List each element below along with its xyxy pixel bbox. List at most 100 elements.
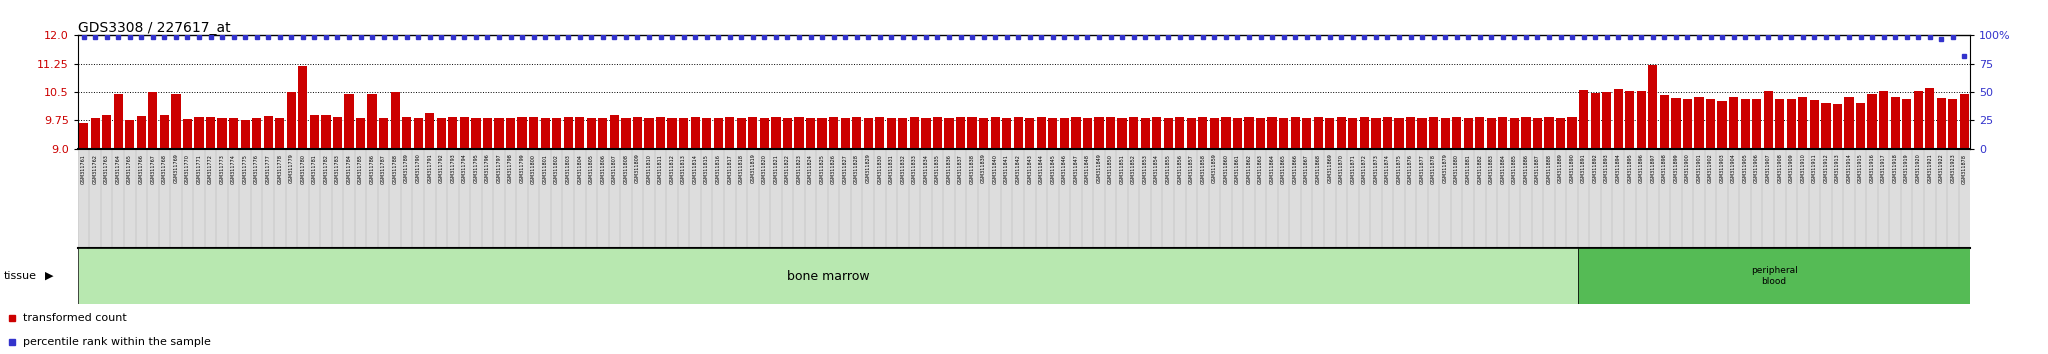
Text: GSM311864: GSM311864 [1270,154,1274,183]
Text: GSM311861: GSM311861 [1235,154,1239,183]
Bar [1903,99,1911,149]
Text: GSM311766: GSM311766 [139,154,143,183]
Bar [379,118,389,149]
Bar [1694,97,1704,149]
Bar [1141,118,1149,149]
Text: GSM311799: GSM311799 [520,154,524,183]
Bar [610,115,618,149]
Text: GSM311917: GSM311917 [1882,154,1886,183]
Text: GSM311762: GSM311762 [92,154,98,183]
Text: GSM311771: GSM311771 [197,154,201,183]
Text: GSM311824: GSM311824 [809,154,813,183]
Bar [1290,117,1300,149]
Bar [864,118,872,149]
Text: GSM311794: GSM311794 [463,154,467,183]
Bar [1499,116,1507,149]
Bar [1579,90,1589,149]
Text: GSM311912: GSM311912 [1823,154,1829,183]
Bar [367,94,377,149]
Bar [1532,118,1542,149]
Text: GSM311781: GSM311781 [311,154,317,183]
Text: GSM311789: GSM311789 [403,154,410,183]
Text: GSM311765: GSM311765 [127,154,133,183]
Text: GSM311900: GSM311900 [1686,154,1690,183]
Bar [795,117,803,149]
Bar [737,118,745,149]
Bar [401,116,412,149]
Text: GSM311919: GSM311919 [1905,154,1909,183]
Text: GSM311795: GSM311795 [473,154,479,183]
Bar [1049,118,1057,149]
Bar [391,92,399,149]
Bar [274,118,285,149]
Bar [817,118,827,149]
Bar [1960,94,1968,149]
Bar [1118,118,1126,149]
Text: GSM311883: GSM311883 [1489,154,1493,183]
Text: GSM311909: GSM311909 [1788,154,1794,183]
Bar [1602,92,1612,149]
Bar [1382,116,1393,149]
Text: GSM311882: GSM311882 [1477,154,1483,183]
Text: GSM311914: GSM311914 [1847,154,1851,183]
Text: GSM311831: GSM311831 [889,154,893,183]
Bar [1255,118,1266,149]
Bar [680,118,688,149]
Bar [1036,116,1047,149]
Text: GSM311862: GSM311862 [1247,154,1251,183]
Text: GSM311846: GSM311846 [1061,154,1067,183]
Bar [1868,94,1876,149]
Text: GSM311895: GSM311895 [1628,154,1632,183]
Text: GSM311816: GSM311816 [715,154,721,183]
Bar [1153,116,1161,149]
Text: GSM311823: GSM311823 [797,154,801,183]
Bar [1798,97,1808,149]
Bar [1059,118,1069,149]
Bar [1360,117,1368,149]
Bar [1071,117,1081,149]
Text: GSM311853: GSM311853 [1143,154,1147,183]
Bar [195,117,203,149]
Text: GSM311847: GSM311847 [1073,154,1079,183]
Bar [1753,99,1761,149]
Text: GSM311775: GSM311775 [242,154,248,183]
Text: GSM311763: GSM311763 [104,154,109,183]
Text: GSM311905: GSM311905 [1743,154,1747,183]
Bar [967,117,977,149]
Bar [702,118,711,149]
Text: GSM311820: GSM311820 [762,154,766,183]
Text: GSM311811: GSM311811 [657,154,664,183]
Bar [1659,95,1669,149]
Bar [1821,103,1831,149]
Text: GSM311788: GSM311788 [393,154,397,183]
Bar [160,115,170,149]
Text: GSM311901: GSM311901 [1696,154,1702,183]
Text: GSM311772: GSM311772 [209,154,213,183]
Text: GSM311888: GSM311888 [1546,154,1552,183]
Text: GSM311844: GSM311844 [1038,154,1044,183]
Bar [690,117,700,149]
Text: GSM311906: GSM311906 [1755,154,1759,183]
Text: GSM311922: GSM311922 [1939,154,1944,183]
Bar [909,117,920,149]
Text: GSM311848: GSM311848 [1085,154,1090,183]
Bar [563,117,573,149]
Bar [471,118,481,149]
Text: GSM311808: GSM311808 [623,154,629,183]
Bar [1591,93,1599,149]
Bar [217,118,227,149]
Bar [1786,99,1796,149]
Bar [586,118,596,149]
Text: GSM311850: GSM311850 [1108,154,1112,183]
Text: GSM311859: GSM311859 [1212,154,1217,183]
Bar [541,118,549,149]
Bar [182,119,193,149]
Text: GSM311783: GSM311783 [336,154,340,183]
Bar [1948,99,1958,149]
Bar [344,94,354,149]
Bar [459,116,469,149]
Bar [1452,117,1462,149]
Bar [1683,99,1692,149]
Bar [426,113,434,149]
Bar [922,118,930,149]
